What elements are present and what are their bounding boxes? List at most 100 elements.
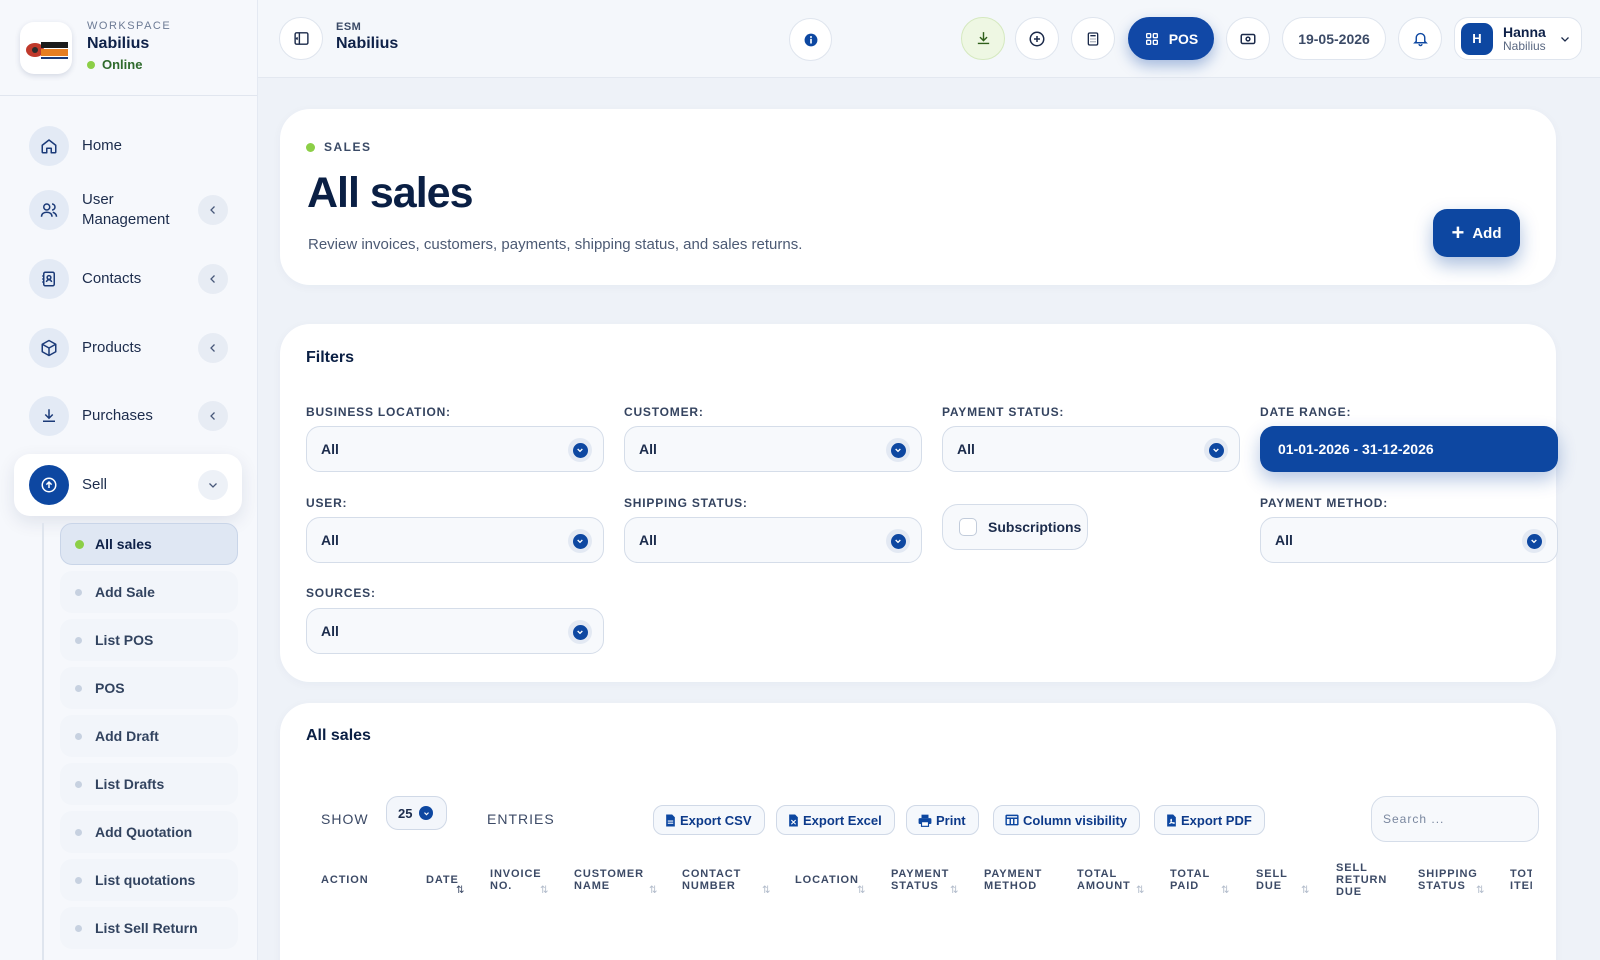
column-visibility-button[interactable]: Column visibility	[993, 805, 1141, 835]
chevron-left-icon[interactable]	[198, 195, 228, 225]
subitem-list-drafts[interactable]: List Drafts	[60, 763, 238, 805]
shipping-status-select[interactable]: All	[624, 517, 922, 563]
sources-select[interactable]: All	[306, 608, 604, 654]
export-pdf-button[interactable]: Export PDF	[1154, 805, 1265, 835]
column-header-total-paid[interactable]: TOTAL PAID	[1170, 868, 1210, 892]
print-button[interactable]: Print	[906, 805, 979, 835]
user-name: Hanna	[1503, 23, 1546, 40]
sort-icon[interactable]: ⇅	[649, 885, 658, 896]
upload-icon	[29, 465, 69, 505]
user-select[interactable]: All	[306, 517, 604, 563]
sidebar-item-label: Sell	[82, 476, 108, 493]
column-header-contact[interactable]: CONTACT NUMBER	[682, 868, 741, 892]
payment-status-select[interactable]: All	[942, 426, 1240, 472]
sort-icon[interactable]: ⇅	[950, 885, 959, 896]
subitem-list-sell-return[interactable]: List Sell Return	[60, 907, 238, 949]
column-header-sell-return-due[interactable]: SELL RETURN DUE	[1336, 862, 1387, 898]
subitem-pos[interactable]: POS	[60, 667, 238, 709]
sort-desc-icon[interactable]: ⇅	[456, 885, 465, 896]
export-excel-button[interactable]: Export Excel	[776, 805, 895, 835]
customer-select[interactable]: All	[624, 426, 922, 472]
column-header-shipping-status[interactable]: SHIPPING STATUS	[1418, 868, 1478, 892]
calculator-button[interactable]	[1071, 17, 1115, 60]
bullet-dot	[75, 828, 82, 836]
chevron-left-icon[interactable]	[198, 401, 228, 431]
column-header-location[interactable]: LOCATION	[795, 874, 859, 886]
column-header-line: NAME	[574, 880, 610, 892]
bullet-dot	[75, 924, 82, 932]
column-header-sell-due[interactable]: SELL DUE	[1256, 868, 1288, 892]
user-filter-label: USER:	[306, 496, 348, 510]
business-location-select[interactable]: All	[306, 426, 604, 472]
page-length-select[interactable]: 25	[386, 796, 447, 830]
column-header-payment-status[interactable]: PAYMENT STATUS	[891, 868, 949, 892]
chevron-left-icon[interactable]	[198, 333, 228, 363]
sort-icon[interactable]: ⇅	[857, 885, 866, 896]
sidebar-item-purchases[interactable]: Purchases	[14, 385, 242, 447]
notifications-button[interactable]	[1398, 17, 1442, 60]
subitem-list-quotations[interactable]: List quotations	[60, 859, 238, 901]
download-button[interactable]	[961, 17, 1005, 60]
column-header-action[interactable]: ACTION	[321, 874, 369, 886]
workspace-label: WORKSPACE	[87, 20, 172, 32]
user-menu[interactable]: H Hanna Nabilius	[1454, 17, 1582, 60]
subitem-list-pos[interactable]: List POS	[60, 619, 238, 661]
subitem-add-draft[interactable]: Add Draft	[60, 715, 238, 757]
payment-method-select[interactable]: All	[1260, 517, 1558, 563]
chevron-down-icon	[886, 438, 910, 462]
sort-icon[interactable]: ⇅	[1301, 885, 1310, 896]
subitem-add-sale[interactable]: Add Sale	[60, 571, 238, 613]
sidebar-item-products[interactable]: Products	[14, 317, 242, 379]
workspace-status: Online	[87, 57, 171, 72]
subitem-label: Add Sale	[95, 584, 155, 600]
subitem-add-quotation[interactable]: Add Quotation	[60, 811, 238, 853]
subscriptions-checkbox[interactable]	[959, 518, 977, 536]
sidebar-item-home[interactable]: Home	[14, 115, 242, 177]
calculator-icon	[1085, 31, 1101, 47]
page-subtitle: Review invoices, customers, payments, sh…	[308, 236, 803, 253]
chevron-down-icon[interactable]	[198, 470, 228, 500]
add-label: Add	[1472, 224, 1502, 242]
column-header-date[interactable]: DATE	[426, 874, 459, 886]
payment-status-label: PAYMENT STATUS:	[942, 405, 1065, 419]
sidebar-item-contacts[interactable]: Contacts	[14, 248, 242, 310]
sidebar-toggle-button[interactable]	[279, 17, 323, 60]
column-header-line: AMOUNT	[1077, 880, 1131, 892]
sort-icon[interactable]: ⇅	[1476, 885, 1485, 896]
add-button[interactable]: + Add	[1433, 209, 1520, 257]
plus-circle-icon	[1028, 30, 1046, 48]
table-search-input[interactable]	[1371, 796, 1539, 842]
user-info: Hanna Nabilius	[1503, 25, 1546, 53]
column-header-line: PAYMENT	[984, 868, 1043, 880]
sidebar-item-user-management[interactable]: User Management	[14, 179, 242, 241]
sort-icon[interactable]: ⇅	[762, 885, 771, 896]
pos-button[interactable]: POS	[1128, 17, 1214, 60]
subscriptions-toggle[interactable]: Subscriptions	[942, 504, 1088, 550]
chevron-down-icon	[1559, 33, 1571, 45]
column-header-customer[interactable]: CUSTOMER NAME	[574, 868, 644, 892]
select-value: All	[1275, 532, 1293, 548]
date-range-picker[interactable]: 01-01-2026 - 31-12-2026	[1260, 426, 1558, 472]
info-button[interactable]	[789, 18, 832, 61]
sort-icon[interactable]: ⇅	[1136, 885, 1145, 896]
column-header-line: METHOD	[984, 880, 1038, 892]
subitem-all-sales[interactable]: All sales	[60, 523, 238, 565]
status-dot	[306, 142, 315, 152]
workspace-switcher[interactable]: WORKSPACE Nabilius Online	[20, 20, 172, 74]
workspace-status-label: Online	[102, 57, 143, 72]
sidebar-item-sell[interactable]: Sell	[14, 454, 242, 516]
quick-add-button[interactable]	[1015, 17, 1059, 60]
sort-icon[interactable]: ⇅	[540, 885, 549, 896]
column-header-line: STATUS	[891, 880, 939, 892]
column-header-invoice[interactable]: INVOICE NO.	[490, 868, 542, 892]
app-title-name: Nabilius	[336, 35, 399, 52]
current-date[interactable]: 19-05-2026	[1282, 17, 1386, 60]
chevron-left-icon[interactable]	[198, 264, 228, 294]
cash-register-button[interactable]	[1226, 17, 1270, 60]
sales-table-card: All sales SHOW 25 ENTRIES Export CSV Exp…	[280, 703, 1556, 960]
sort-icon[interactable]: ⇅	[1221, 885, 1230, 896]
column-header-total-items[interactable]: TOTALITEMS	[1510, 868, 1532, 892]
column-header-payment-method[interactable]: PAYMENT METHOD	[984, 868, 1042, 892]
export-csv-button[interactable]: Export CSV	[653, 805, 765, 835]
column-header-total-amount[interactable]: TOTAL AMOUNT	[1077, 868, 1131, 892]
